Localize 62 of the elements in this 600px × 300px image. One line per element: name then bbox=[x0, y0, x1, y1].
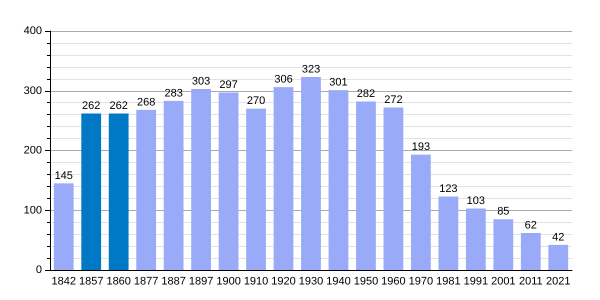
data-label: 123 bbox=[439, 183, 458, 196]
bar bbox=[301, 77, 321, 270]
bar bbox=[384, 107, 404, 270]
x-tick-label: 1950 bbox=[354, 276, 378, 288]
bar bbox=[54, 183, 74, 270]
bar bbox=[246, 108, 266, 270]
data-label: 145 bbox=[54, 170, 73, 182]
data-label: 282 bbox=[356, 88, 376, 100]
x-tick-label: 1981 bbox=[436, 276, 461, 288]
x-tick-label: 2021 bbox=[546, 276, 571, 288]
bar bbox=[520, 232, 541, 270]
bar bbox=[328, 90, 348, 270]
x-tick-label: 1897 bbox=[188, 276, 214, 288]
x-tick-label: 1930 bbox=[298, 276, 324, 288]
data-label: 262 bbox=[110, 100, 128, 112]
bar bbox=[81, 113, 102, 270]
x-tick-label: 1970 bbox=[408, 276, 434, 288]
bar bbox=[108, 113, 129, 270]
x-tick-label: 1960 bbox=[381, 276, 406, 288]
data-label: 272 bbox=[384, 94, 403, 106]
x-tick-label: 2001 bbox=[491, 276, 516, 288]
data-label: 306 bbox=[274, 74, 293, 86]
bar bbox=[493, 219, 514, 270]
data-label: 283 bbox=[164, 87, 183, 100]
bar bbox=[466, 208, 486, 270]
bar bbox=[218, 92, 238, 270]
data-label: 303 bbox=[192, 75, 210, 88]
bar bbox=[411, 154, 431, 270]
y-tick-label: 100 bbox=[24, 204, 42, 216]
x-tick-label: 1920 bbox=[271, 276, 296, 288]
x-tick-label: 1991 bbox=[464, 276, 488, 288]
data-label: 193 bbox=[412, 141, 430, 154]
data-label: 323 bbox=[302, 64, 320, 76]
bar bbox=[191, 88, 211, 270]
data-label: 270 bbox=[246, 95, 266, 108]
data-label: 42 bbox=[552, 231, 564, 244]
y-tick-label: 400 bbox=[24, 25, 42, 37]
x-tick-label: 2011 bbox=[518, 276, 543, 288]
bar bbox=[164, 100, 184, 270]
x-tick-label: 1842 bbox=[51, 276, 76, 288]
bar bbox=[136, 110, 156, 270]
y-tick-label: 0 bbox=[36, 264, 42, 276]
data-label: 103 bbox=[466, 194, 486, 207]
bar bbox=[356, 102, 376, 270]
data-label: 85 bbox=[497, 206, 510, 218]
bar bbox=[438, 196, 458, 270]
data-label: 301 bbox=[329, 76, 348, 89]
x-tick-label: 1910 bbox=[244, 276, 268, 288]
data-label: 262 bbox=[82, 100, 100, 112]
y-tick-label: 200 bbox=[24, 144, 42, 156]
x-tick-label: 1857 bbox=[78, 276, 104, 288]
data-label: 268 bbox=[136, 96, 156, 108]
x-tick-label: 1860 bbox=[106, 276, 131, 288]
data-label: 297 bbox=[219, 79, 238, 92]
y-tick-label: 300 bbox=[24, 84, 42, 97]
x-tick-label: 1887 bbox=[161, 276, 186, 288]
data-label: 62 bbox=[524, 219, 537, 232]
x-tick-label: 1900 bbox=[216, 276, 241, 288]
x-tick-label: 1877 bbox=[134, 276, 158, 288]
bar bbox=[274, 87, 294, 270]
bar bbox=[548, 244, 568, 270]
x-tick-label: 1940 bbox=[326, 276, 351, 288]
